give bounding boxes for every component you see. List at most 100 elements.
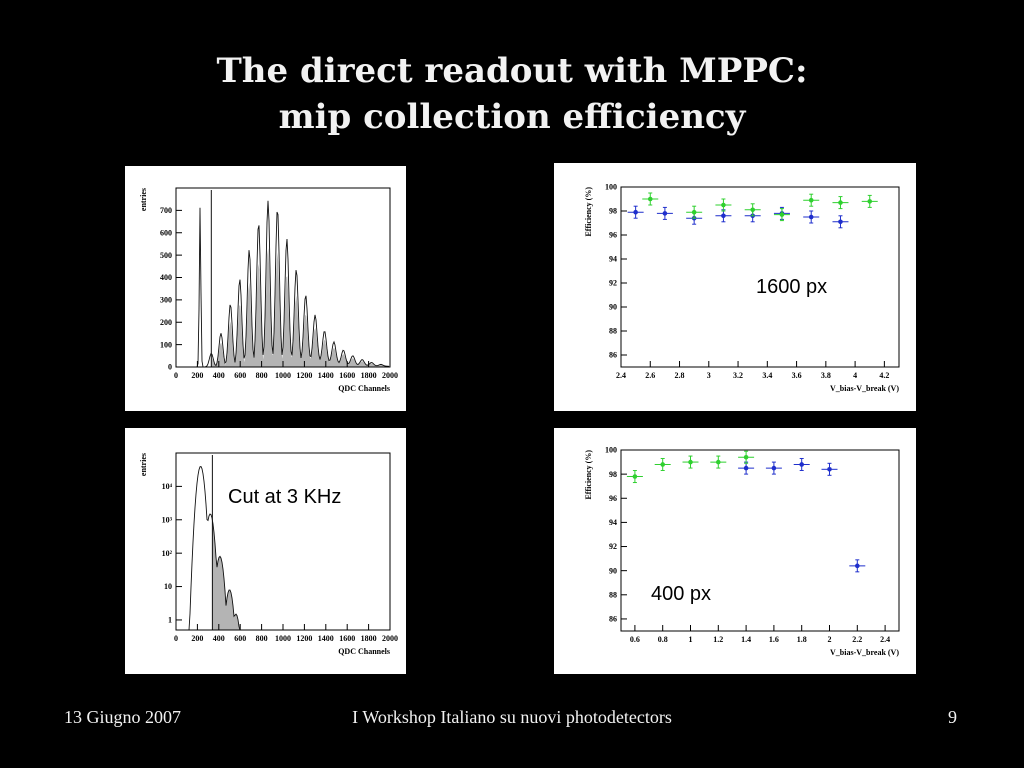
x-tick-label: 4 <box>853 371 857 380</box>
histogram-shaded-area <box>211 248 390 367</box>
x-tick-label: 0 <box>174 634 178 643</box>
data-point <box>632 474 638 479</box>
data-point <box>721 213 726 219</box>
x-tick-label: 600 <box>234 371 246 380</box>
x-tick-label: 1.6 <box>769 635 779 644</box>
data-point <box>660 462 665 467</box>
data-point <box>867 199 873 204</box>
x-tick-label: 2000 <box>382 634 398 643</box>
y-tick-label: 88 <box>609 590 617 599</box>
histogram-linear-panel: 0 200 400 600 800 1000 1200 1400 1600 1800 2000 0 10… <box>125 166 406 411</box>
x-tick-label: 2.6 <box>645 371 655 380</box>
y-tick-label: 300 <box>160 296 172 305</box>
data-point <box>838 219 843 225</box>
histogram-shaded-area <box>212 519 390 630</box>
footer-event: I Workshop Italiano su nuovi photodetect… <box>352 707 672 727</box>
data-point <box>662 211 668 216</box>
annotation-400px: 400 px <box>651 583 711 605</box>
annotation-cut: Cut at 3 KHz <box>228 486 341 508</box>
footer-page-number: 9 <box>948 707 957 727</box>
y-tick-label: 100 <box>160 340 172 349</box>
x-axis-label: V_bias-V_break (V) <box>830 648 899 657</box>
y-tick-label: 94 <box>609 518 617 527</box>
x-tick-label: 800 <box>256 371 268 380</box>
x-tick-label: 200 <box>191 371 203 380</box>
data-point <box>827 467 832 472</box>
x-tick-label: 0 <box>174 371 178 380</box>
y-axis-label: Efficiency (%) <box>584 187 593 237</box>
x-tick-label: 1400 <box>318 634 334 643</box>
y-tick-label: 500 <box>160 251 172 260</box>
y-tick-label: 600 <box>160 228 172 237</box>
x-tick-label: 1800 <box>361 634 377 643</box>
histogram-linear-chart: 0 200 400 600 800 1000 1200 1400 1600 1800 2000 0 10… <box>139 187 398 393</box>
x-tick-label: 1.4 <box>741 635 751 644</box>
slide-title-line-2: mip collection efficiency <box>278 97 746 137</box>
x-tick-label: 400 <box>213 371 225 380</box>
y-axis-label: entries <box>139 188 148 211</box>
annotation-1600px: 1600 px <box>756 276 827 298</box>
y-tick-label: 100 <box>605 446 617 455</box>
x-axis-label: V_bias-V_break (V) <box>830 384 899 393</box>
y-tick-label: 90 <box>609 566 617 575</box>
slide-title: The direct readout with MPPC: mip collec… <box>0 48 1024 140</box>
y-tick-label: 400 <box>160 273 172 282</box>
y-tick-label: 10⁴ <box>162 482 173 491</box>
y-tick-label: 700 <box>160 206 172 215</box>
x-axis-label: QDC Channels <box>338 384 390 393</box>
histogram-log-chart: 0 200 400 600 800 1000 1200 1400 1600 1800 2000 1 10… <box>139 452 398 656</box>
y-tick-label: 86 <box>609 615 617 624</box>
y-tick-label: 0 <box>168 363 172 372</box>
x-tick-label: 400 <box>213 634 225 643</box>
x-tick-label: 3.2 <box>733 371 743 380</box>
y-tick-label: 100 <box>605 183 617 192</box>
data-point <box>743 465 749 471</box>
efficiency-400px-chart: 0.6 0.8 1 1.2 1.4 1.6 1.8 2 2.2 2.4 86 88 90 92 94 96 98… <box>584 446 900 657</box>
y-tick-label: 200 <box>160 318 172 327</box>
y-tick-label: 92 <box>609 542 617 551</box>
y-tick-label: 96 <box>609 494 617 503</box>
x-tick-label: 1200 <box>296 371 312 380</box>
efficiency-400px-panel: 0.6 0.8 1 1.2 1.4 1.6 1.8 2 2.2 2.4 86 88 90 92 94 96 98… <box>554 428 916 674</box>
data-point <box>808 214 814 220</box>
y-tick-label: 10 <box>164 582 172 591</box>
data-point <box>721 202 726 208</box>
data-point <box>688 459 693 465</box>
efficiency-1600px-chart: 2.4 2.6 2.8 3 3.2 3.4 3.6 3.8 4 4.2 86 88 90 92 94 96 98… <box>584 183 900 393</box>
x-tick-label: 800 <box>256 634 268 643</box>
x-tick-label: 1.8 <box>797 635 807 644</box>
y-tick-label: 10² <box>162 549 173 558</box>
y-tick-label: 98 <box>609 207 617 216</box>
x-tick-label: 1000 <box>275 634 291 643</box>
data-point <box>838 200 843 205</box>
y-tick-label: 96 <box>609 231 617 240</box>
data-point <box>716 459 721 465</box>
x-tick-label: 2.4 <box>880 635 890 644</box>
x-tick-label: 0.8 <box>658 635 668 644</box>
data-point <box>750 207 755 213</box>
y-tick-label: 88 <box>609 327 617 336</box>
plot-frame <box>175 452 391 631</box>
data-point <box>808 197 814 203</box>
x-tick-label: 1 <box>689 635 693 644</box>
x-tick-label: 3 <box>707 371 711 380</box>
data-point <box>647 196 653 202</box>
footer-date: 13 Giugno 2007 <box>64 707 181 727</box>
x-tick-label: 3.4 <box>762 371 772 380</box>
x-tick-label: 1600 <box>339 371 355 380</box>
x-tick-label: 200 <box>191 634 203 643</box>
x-tick-label: 600 <box>234 634 246 643</box>
slide-title-line-1: The direct readout with MPPC: <box>216 51 808 91</box>
x-tick-label: 2.8 <box>675 371 685 380</box>
x-tick-label: 2000 <box>382 371 398 380</box>
data-point <box>633 209 638 215</box>
x-axis-label: QDC Channels <box>338 647 390 656</box>
data-point <box>771 465 777 471</box>
data-point <box>855 563 860 569</box>
data-point <box>691 209 697 215</box>
x-tick-label: 1800 <box>361 371 377 380</box>
y-axis-label: Efficiency (%) <box>584 450 593 500</box>
y-tick-label: 90 <box>609 303 617 312</box>
histogram-log-panel: 0 200 400 600 800 1000 1200 1400 1600 1800 2000 1 10… <box>125 428 406 674</box>
plot-frame <box>620 186 900 368</box>
